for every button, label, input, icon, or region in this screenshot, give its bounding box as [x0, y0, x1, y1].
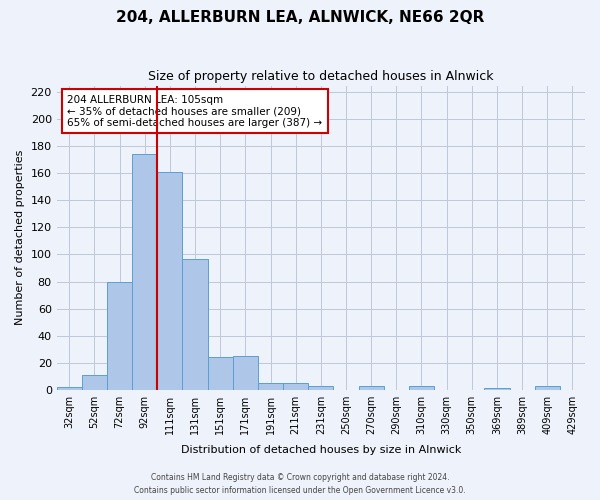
Bar	[409, 386, 434, 390]
Bar	[258, 383, 283, 390]
Bar	[132, 154, 157, 390]
Bar	[233, 356, 258, 390]
Bar	[107, 282, 132, 390]
X-axis label: Distribution of detached houses by size in Alnwick: Distribution of detached houses by size …	[181, 445, 461, 455]
Bar	[283, 383, 308, 390]
Bar	[182, 258, 208, 390]
Title: Size of property relative to detached houses in Alnwick: Size of property relative to detached ho…	[148, 70, 494, 83]
Text: 204 ALLERBURN LEA: 105sqm
← 35% of detached houses are smaller (209)
65% of semi: 204 ALLERBURN LEA: 105sqm ← 35% of detac…	[67, 94, 322, 128]
Bar	[359, 386, 384, 390]
Bar	[157, 172, 182, 390]
Bar	[484, 388, 509, 390]
Bar	[56, 387, 82, 390]
Bar	[82, 375, 107, 390]
Text: Contains HM Land Registry data © Crown copyright and database right 2024.
Contai: Contains HM Land Registry data © Crown c…	[134, 474, 466, 495]
Bar	[308, 386, 334, 390]
Y-axis label: Number of detached properties: Number of detached properties	[15, 150, 25, 326]
Bar	[208, 357, 233, 390]
Bar	[535, 386, 560, 390]
Text: 204, ALLERBURN LEA, ALNWICK, NE66 2QR: 204, ALLERBURN LEA, ALNWICK, NE66 2QR	[116, 10, 484, 25]
